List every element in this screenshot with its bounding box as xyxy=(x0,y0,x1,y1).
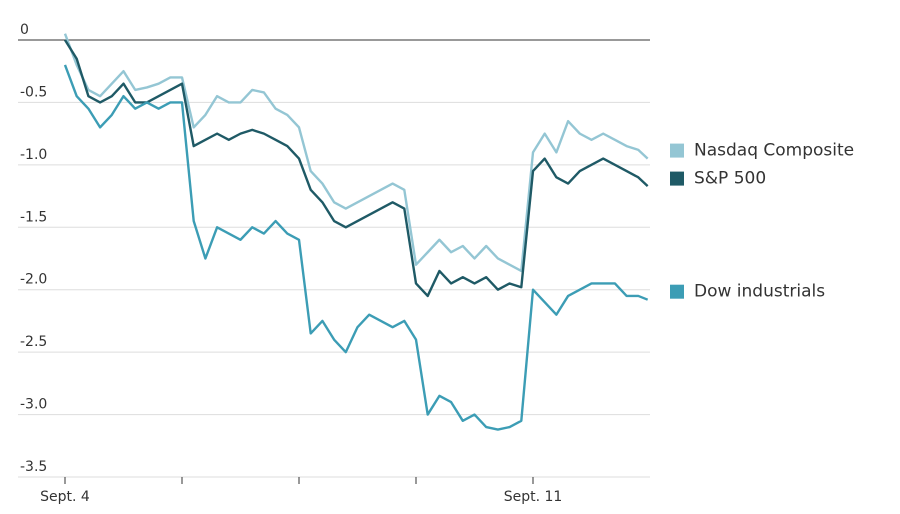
legend-swatch xyxy=(670,171,684,186)
legend-label: Dow industrials xyxy=(694,282,825,302)
x-tick-label: Sept. 11 xyxy=(504,489,563,505)
series-line xyxy=(63,33,649,273)
y-tick-label: -1.5 xyxy=(20,209,47,225)
legend-label: S&P 500 xyxy=(694,169,766,189)
y-tick-label: -3.5 xyxy=(20,459,47,475)
legend-swatch xyxy=(670,284,684,299)
legend-label: Nasdaq Composite xyxy=(694,141,854,161)
series-line xyxy=(63,39,649,298)
y-tick-label: -2.0 xyxy=(20,272,47,288)
y-tick-label: -0.5 xyxy=(20,84,47,100)
y-tick-label: 0 xyxy=(20,22,29,38)
legend-swatch xyxy=(670,143,684,158)
series-line xyxy=(63,64,649,431)
y-tick-label: -3.0 xyxy=(20,397,47,413)
y-tick-label: -2.5 xyxy=(20,334,47,350)
y-tick-label: -1.0 xyxy=(20,147,47,163)
x-tick-label: Sept. 4 xyxy=(40,489,90,505)
